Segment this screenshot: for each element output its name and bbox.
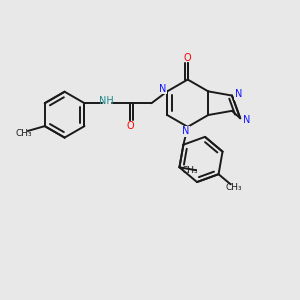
Text: CH₃: CH₃ <box>225 183 242 192</box>
Text: NH: NH <box>99 96 114 106</box>
Text: N: N <box>235 89 242 99</box>
Text: N: N <box>159 84 166 94</box>
Text: O: O <box>184 52 191 62</box>
Text: O: O <box>126 121 134 131</box>
Text: N: N <box>182 126 189 136</box>
Text: CH₃: CH₃ <box>16 129 33 138</box>
Text: N: N <box>243 115 250 125</box>
Text: CH₃: CH₃ <box>181 166 198 175</box>
